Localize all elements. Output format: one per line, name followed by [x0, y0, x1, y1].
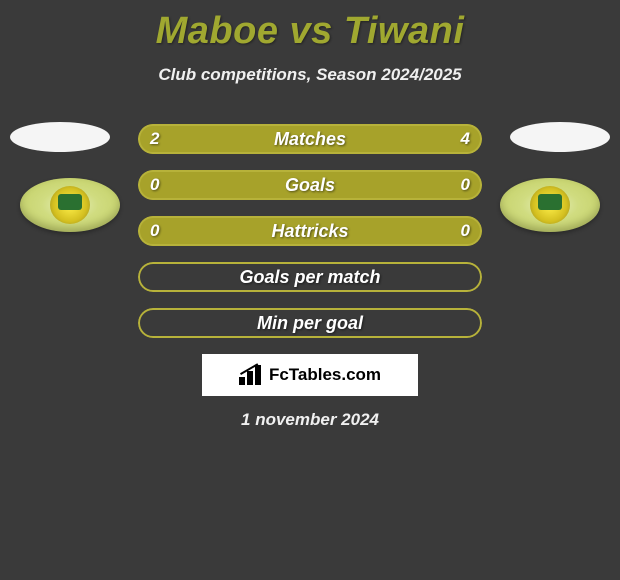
club-badge-icon [500, 178, 600, 232]
subtitle: Club competitions, Season 2024/2025 [0, 65, 620, 85]
stat-label: Hattricks [138, 216, 482, 246]
stat-value-right: 4 [461, 124, 470, 154]
stat-row-hattricks: 0 Hattricks 0 [138, 216, 482, 246]
player-left-avatar [10, 122, 110, 152]
branding-box: FcTables.com [202, 354, 418, 396]
club-badge-icon [20, 178, 120, 232]
stats-bars: 2 Matches 4 0 Goals 0 0 Hattricks 0 Goal… [138, 124, 482, 354]
stat-row-goals: 0 Goals 0 [138, 170, 482, 200]
stat-value-right: 0 [461, 170, 470, 200]
club-right-badge [500, 178, 600, 232]
stat-label: Matches [138, 124, 482, 154]
fctables-chart-icon [239, 365, 263, 385]
stat-row-matches: 2 Matches 4 [138, 124, 482, 154]
player-right-avatar [510, 122, 610, 152]
comparison-infographic: Maboe vs Tiwani Club competitions, Seaso… [0, 0, 620, 580]
chart-arrow-icon [240, 363, 258, 375]
stat-label: Goals per match [138, 262, 482, 292]
stat-row-mpg: Min per goal [138, 308, 482, 338]
stat-value-right: 0 [461, 216, 470, 246]
stat-label: Min per goal [138, 308, 482, 338]
page-title: Maboe vs Tiwani [0, 0, 620, 53]
club-left-badge [20, 178, 120, 232]
stat-row-gpm: Goals per match [138, 262, 482, 292]
date-label: 1 november 2024 [0, 410, 620, 430]
stat-label: Goals [138, 170, 482, 200]
branding-text: FcTables.com [269, 365, 381, 385]
